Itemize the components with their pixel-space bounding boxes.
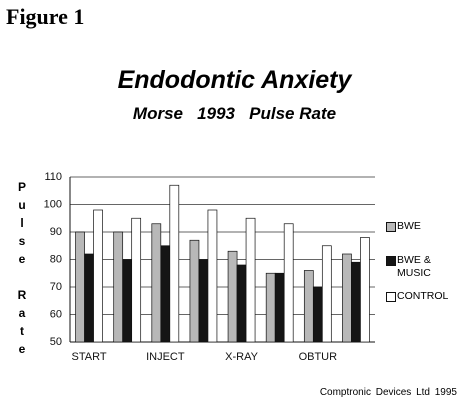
bar: [265, 272, 276, 343]
y-tick-label: 80: [50, 253, 62, 265]
legend-swatch: [386, 222, 396, 232]
bar: [151, 223, 162, 343]
figure-label: Figure 1: [6, 4, 85, 29]
y-tick-label: 110: [44, 171, 62, 183]
bar: [360, 237, 370, 343]
y-tick-label: 70: [50, 281, 62, 293]
x-tick-label: START: [72, 351, 107, 363]
legend-label: CONTROL: [397, 290, 449, 302]
bar: [113, 231, 124, 343]
footer: Comptronic Devices Ltd 1995: [319, 387, 457, 398]
y-tick-label: 60: [50, 308, 62, 320]
bar: [160, 245, 171, 343]
bar: [169, 184, 180, 343]
bar: [75, 231, 85, 343]
chart-subtitle: Morse 1993 Pulse Rate: [132, 104, 337, 123]
bar: [342, 253, 352, 343]
bar: [236, 264, 247, 343]
bar: [321, 245, 332, 343]
bar: [93, 209, 103, 343]
legend-swatch: [386, 292, 396, 302]
y-axis-label: Pulse Rate: [15, 180, 29, 360]
legend-label: BWE: [397, 220, 421, 232]
legend-label: BWE & MUSIC: [397, 254, 431, 279]
y-tick-label: 90: [50, 226, 62, 238]
bar: [227, 250, 238, 343]
legend-swatch: [386, 256, 396, 266]
bar: [198, 259, 209, 343]
bar: [274, 272, 285, 343]
bar: [245, 217, 256, 343]
chart-title: Endodontic Anxiety: [117, 66, 352, 94]
y-tick-label: 100: [44, 198, 62, 210]
x-tick-label: OBTUR: [299, 351, 338, 363]
bar: [84, 253, 94, 343]
bar: [283, 223, 294, 343]
y-tick-label: 50: [50, 336, 62, 348]
bar: [122, 259, 133, 343]
bar: [189, 239, 200, 343]
bar: [303, 270, 314, 343]
bar: [131, 217, 142, 343]
bar: [207, 209, 218, 343]
x-tick-label: INJECT: [146, 351, 185, 363]
bar: [312, 286, 323, 343]
x-tick-label: X-RAY: [225, 351, 258, 363]
bar: [351, 261, 361, 343]
